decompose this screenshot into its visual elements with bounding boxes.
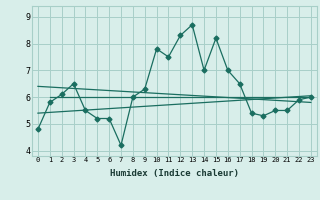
X-axis label: Humidex (Indice chaleur): Humidex (Indice chaleur) — [110, 169, 239, 178]
